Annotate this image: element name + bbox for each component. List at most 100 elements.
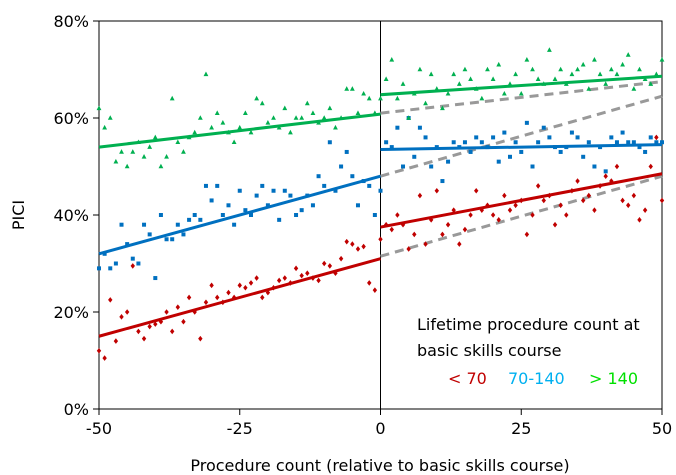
point-low [175, 304, 181, 310]
point-low [344, 238, 349, 245]
y-tick-label: 20% [53, 303, 89, 322]
point-mid [187, 217, 192, 222]
point-low [260, 294, 265, 301]
legend-title-line-2: basic skills course [417, 341, 561, 360]
point-mid [513, 140, 518, 145]
point-mid [232, 222, 237, 227]
point-high [152, 134, 158, 140]
point-mid [125, 242, 130, 247]
point-mid [271, 188, 276, 193]
point-high [265, 120, 271, 125]
point-low [457, 241, 462, 247]
point-high [530, 66, 535, 72]
point-high [456, 81, 462, 86]
point-mid [305, 193, 310, 198]
point-low [580, 197, 586, 204]
point-mid [429, 164, 434, 169]
point-mid [260, 183, 265, 188]
point-high [383, 76, 389, 81]
point-mid [524, 120, 529, 125]
point-high [372, 110, 378, 115]
point-high [271, 115, 276, 120]
point-low [462, 226, 468, 233]
point-high [366, 95, 372, 101]
fit-line-after-high [380, 74, 663, 97]
point-high [389, 57, 395, 62]
point-high [158, 163, 164, 169]
x-axis-title: Procedure count (relative to basic skill… [190, 456, 569, 475]
point-low [383, 221, 389, 228]
point-low [310, 275, 316, 281]
point-high [400, 81, 406, 86]
point-mid [558, 149, 563, 154]
point-high [659, 57, 665, 62]
point-high [237, 124, 243, 130]
point-mid [468, 149, 473, 154]
point-low [445, 221, 451, 228]
point-mid [282, 188, 287, 193]
point-high [451, 71, 457, 77]
point-high [580, 61, 586, 67]
point-low [299, 272, 304, 279]
point-mid [147, 232, 152, 237]
point-high [164, 154, 169, 159]
point-mid [327, 140, 332, 145]
point-low [626, 202, 631, 209]
point-mid [299, 208, 304, 213]
point-mid [631, 140, 636, 145]
point-low [153, 321, 158, 327]
point-high [524, 57, 530, 62]
point-mid [164, 237, 169, 242]
point-mid [175, 222, 180, 227]
point-low [378, 236, 383, 243]
point-high [378, 95, 383, 101]
point-high [597, 71, 603, 77]
y-tick-label: 0% [64, 400, 89, 419]
point-low [327, 263, 333, 269]
point-low [316, 277, 321, 284]
point-mid [434, 145, 439, 150]
point-low [485, 202, 490, 209]
fit-line-after-mid [380, 143, 663, 152]
point-mid [384, 140, 389, 145]
point-high [507, 81, 513, 86]
point-low [198, 335, 203, 342]
point-mid [378, 188, 383, 193]
point-low [96, 348, 102, 354]
legend-title-line-1: Lifetime procedure count at [417, 315, 640, 334]
point-high [141, 154, 147, 159]
point-low [479, 207, 485, 213]
point-mid [142, 222, 147, 227]
point-mid [153, 276, 158, 281]
point-low [434, 187, 439, 194]
point-mid [344, 149, 349, 154]
point-mid [130, 256, 135, 261]
point-high [637, 66, 642, 72]
x-tick-label: -50 [86, 419, 112, 438]
point-high [254, 95, 260, 101]
point-mid [536, 140, 541, 145]
point-mid [479, 140, 484, 145]
point-high [394, 95, 400, 101]
point-mid [209, 198, 214, 203]
point-mid [637, 145, 642, 150]
point-high [231, 139, 237, 145]
point-mid [620, 130, 625, 135]
point-low [412, 231, 417, 238]
point-high [175, 139, 181, 145]
point-low [547, 192, 552, 199]
point-low [209, 282, 214, 289]
point-low [541, 197, 546, 204]
point-high [558, 66, 564, 72]
point-low [254, 275, 259, 281]
point-high [304, 100, 310, 106]
point-low [592, 207, 597, 213]
point-low [282, 275, 287, 281]
point-high [608, 66, 614, 72]
point-low [530, 212, 535, 218]
point-high [124, 163, 130, 169]
point-high [501, 90, 507, 96]
point-mid [265, 203, 270, 208]
point-high [625, 52, 631, 57]
point-mid [457, 145, 462, 150]
